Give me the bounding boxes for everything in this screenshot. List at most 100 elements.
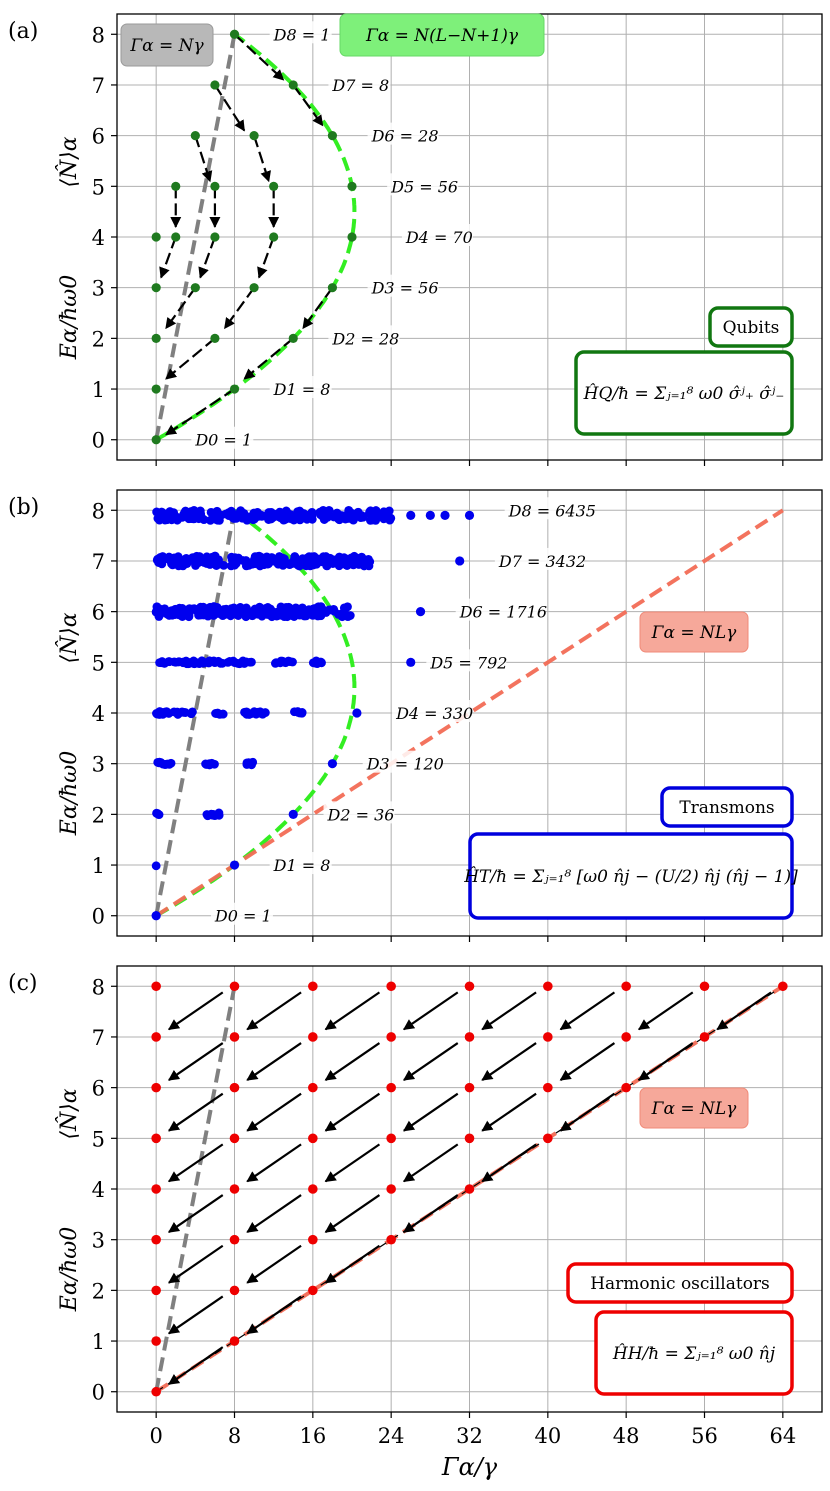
state-point — [191, 561, 200, 570]
state-point — [169, 553, 179, 563]
state-point — [295, 561, 304, 571]
y-tick-label: 6 — [92, 125, 105, 149]
degeneracy-label: D7 = 8 — [331, 76, 389, 95]
state-point — [171, 181, 181, 191]
state-point — [357, 511, 367, 520]
state-point — [229, 1234, 240, 1245]
state-point — [229, 384, 240, 394]
state-point — [210, 181, 220, 191]
x-tick-label: 0 — [149, 1424, 162, 1448]
state-point — [210, 559, 220, 569]
state-point — [455, 556, 465, 566]
decay-arrow — [165, 337, 216, 380]
state-point — [186, 709, 196, 719]
state-point — [250, 555, 259, 564]
state-point — [386, 1032, 396, 1042]
decay-arrow — [324, 1092, 381, 1132]
state-point — [210, 553, 220, 563]
state-point — [151, 1234, 161, 1245]
state-point — [229, 1032, 240, 1042]
state-point — [151, 1285, 161, 1296]
state-point — [288, 80, 298, 90]
state-point — [151, 861, 161, 871]
state-point — [238, 556, 248, 565]
state-point — [543, 1133, 553, 1144]
y-axis-label-energy: Eα/ħω0 — [57, 275, 82, 360]
degeneracy-label: D7 = 3432 — [498, 552, 586, 571]
state-point — [386, 981, 396, 992]
curve-gray-dashed — [154, 509, 237, 917]
state-point — [171, 232, 181, 242]
y-tick-label: 8 — [92, 499, 105, 523]
state-point — [240, 708, 250, 718]
state-point — [347, 232, 357, 242]
state-point — [187, 604, 197, 614]
decay-arrow — [324, 1143, 381, 1183]
state-point — [425, 510, 435, 520]
state-point — [364, 555, 373, 564]
decay-arrow — [167, 1042, 224, 1081]
state-point — [699, 1032, 710, 1042]
degeneracy-label-bg — [426, 649, 507, 672]
degeneracy-label-bg — [328, 325, 400, 348]
y-tick-label: 3 — [92, 753, 105, 777]
degeneracy-label-bg — [455, 598, 545, 621]
y-tick-label: 0 — [92, 429, 105, 453]
y-tick-label: 4 — [92, 1178, 105, 1202]
degeneracy-label-bg — [392, 700, 473, 722]
decay-arrow — [167, 991, 224, 1031]
state-point — [244, 606, 253, 616]
curve-salmon-dashed — [155, 508, 784, 918]
state-point — [235, 602, 245, 612]
state-point — [249, 131, 259, 141]
x-tick-label: 56 — [691, 1424, 718, 1448]
state-point — [290, 552, 300, 561]
state-point — [348, 515, 358, 525]
y-tick-label: 2 — [92, 803, 105, 827]
state-point — [205, 602, 215, 612]
decay-arrow — [637, 1042, 694, 1081]
state-point — [151, 1386, 161, 1397]
degeneracy-label: D5 = 792 — [429, 653, 507, 672]
y-tick-label: 2 — [92, 1279, 105, 1303]
state-point — [699, 981, 710, 992]
y-axis-label-number: ⟨N̂⟩α — [56, 1088, 82, 1139]
legend-box — [339, 13, 545, 57]
state-point — [172, 707, 182, 717]
state-point — [464, 1133, 475, 1144]
state-point — [166, 758, 176, 768]
state-point — [190, 131, 200, 141]
state-point — [464, 981, 475, 992]
state-point — [415, 607, 426, 617]
decay-arrow — [324, 991, 381, 1031]
degeneracy-label: D0 = 1 — [214, 907, 272, 926]
decay-arrow — [246, 1295, 302, 1335]
decay-arrow — [246, 1244, 302, 1284]
y-tick-label: 1 — [92, 378, 105, 402]
x-axis-label: Γα/γ — [441, 1453, 498, 1481]
decay-arrow — [159, 236, 177, 279]
degeneracy-label-bg — [191, 426, 254, 449]
y-tick-label: 4 — [92, 226, 105, 250]
decay-arrow — [559, 1092, 616, 1132]
state-point — [224, 511, 234, 521]
degeneracy-label-bg — [362, 750, 443, 773]
y-tick-label: 0 — [92, 905, 105, 929]
state-point — [219, 561, 229, 570]
decay-arrow — [223, 287, 255, 330]
state-point — [205, 759, 214, 769]
degeneracy-label: D8 = 1 — [273, 25, 331, 44]
state-point — [210, 333, 220, 343]
degeneracy-label-bg — [269, 376, 332, 399]
state-point — [221, 608, 231, 618]
y-tick-label: 2 — [92, 327, 105, 351]
decay-arrow — [637, 991, 694, 1031]
state-point — [229, 981, 240, 992]
state-point — [778, 981, 788, 992]
state-point — [308, 1082, 318, 1093]
y-axis-label-number: ⟨N̂⟩α — [56, 612, 82, 663]
decay-arrow — [559, 1042, 616, 1081]
decay-arrow — [402, 1042, 459, 1081]
state-point — [218, 709, 228, 719]
state-point — [543, 1032, 553, 1042]
